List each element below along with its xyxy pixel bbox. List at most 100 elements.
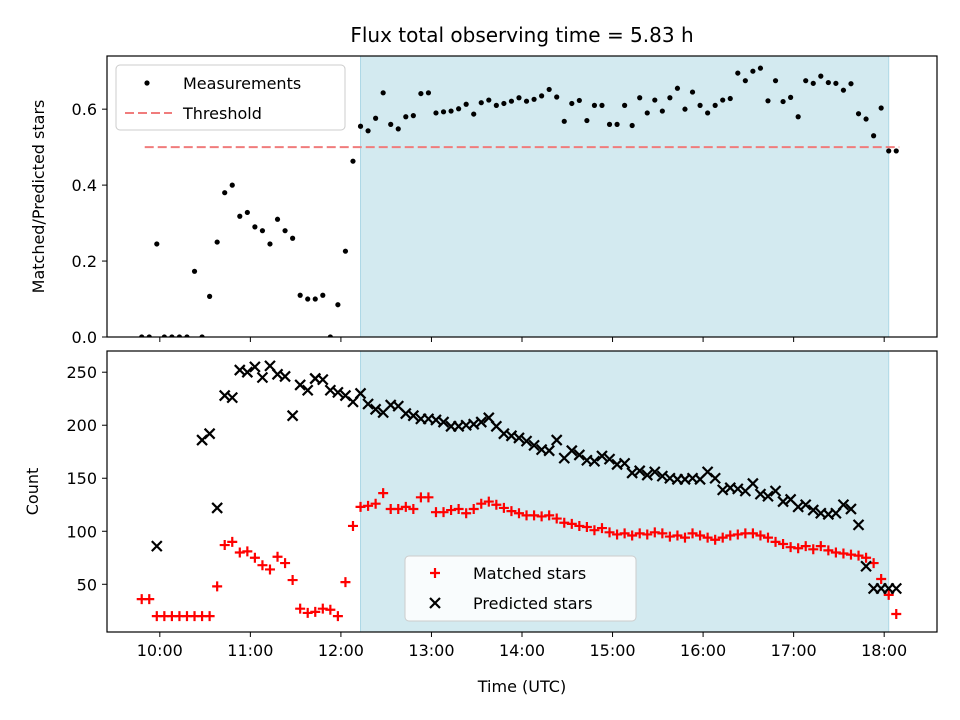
measurement-point bbox=[320, 292, 326, 298]
top-panel: 0.0 0.2 0.4 0.6 Matched/Predicted stars Measu… bbox=[29, 55, 938, 347]
predicted-stars-point bbox=[566, 444, 578, 457]
matched-stars-point bbox=[453, 503, 464, 514]
predicted-stars-point bbox=[528, 439, 540, 452]
measurement-point bbox=[629, 122, 635, 129]
measurement-point bbox=[237, 213, 243, 219]
series-matched-stars bbox=[136, 488, 902, 622]
measurement-point bbox=[395, 126, 401, 132]
matched-stars-point bbox=[619, 528, 630, 539]
x-tick-label: 12:00 bbox=[318, 641, 364, 660]
measurement-point bbox=[161, 334, 167, 337]
matched-stars-point bbox=[710, 534, 721, 545]
matched-stars-point bbox=[347, 520, 358, 531]
measurement-point bbox=[546, 86, 552, 93]
matched-stars-point bbox=[370, 498, 381, 509]
measurement-point bbox=[637, 95, 643, 101]
matched-stars-point bbox=[604, 527, 615, 538]
chart-title: Flux total observing time = 5.83 h bbox=[350, 23, 693, 47]
matched-stars-point bbox=[778, 538, 789, 549]
predicted-stars-point bbox=[618, 457, 631, 470]
measurement-point bbox=[169, 334, 175, 337]
measurement-point bbox=[403, 114, 409, 120]
measurement-point bbox=[569, 100, 575, 107]
legend: Matched stars Predicted stars bbox=[404, 555, 637, 622]
measurement-point bbox=[493, 102, 499, 108]
matched-stars-point bbox=[566, 518, 577, 529]
predicted-stars-point bbox=[550, 434, 563, 446]
x-tick-label: 14:00 bbox=[499, 641, 545, 660]
measurement-point bbox=[576, 97, 582, 104]
matched-stars-point bbox=[808, 544, 819, 555]
measurement-point bbox=[539, 93, 545, 99]
matched-stars-point bbox=[438, 507, 449, 518]
x-tick-label: 15:00 bbox=[589, 641, 635, 660]
matched-stars-point bbox=[883, 589, 894, 600]
measurement-point bbox=[297, 292, 303, 298]
measurement-point bbox=[305, 296, 311, 302]
measurement-point bbox=[818, 73, 824, 79]
predicted-stars-point bbox=[845, 503, 857, 515]
matched-stars-point bbox=[762, 532, 773, 543]
predicted-stars-point bbox=[301, 384, 314, 397]
legend-marker-measurements bbox=[144, 80, 150, 86]
predicted-stars-point bbox=[596, 450, 608, 462]
y-tick-label: 0.6 bbox=[72, 100, 97, 119]
measurement-point bbox=[606, 121, 613, 127]
matched-stars-point bbox=[491, 499, 502, 510]
matched-stars-point bbox=[272, 551, 283, 562]
matched-stars-point bbox=[755, 530, 766, 541]
measurement-point bbox=[614, 121, 620, 127]
measurement-point bbox=[591, 102, 598, 108]
matched-stars-point bbox=[596, 523, 607, 534]
matched-stars-point bbox=[461, 508, 472, 519]
measurement-point bbox=[139, 334, 145, 337]
matched-stars-point bbox=[340, 577, 351, 588]
matched-stars-point bbox=[378, 488, 389, 499]
predicted-stars-point bbox=[241, 366, 254, 378]
measurement-point bbox=[622, 102, 628, 108]
measurement-point bbox=[357, 123, 364, 129]
y-tick-label: 50 bbox=[77, 575, 97, 594]
measurement-point bbox=[388, 121, 394, 127]
x-tick-label: 10:00 bbox=[137, 641, 183, 660]
measurement-point bbox=[735, 70, 741, 76]
matched-stars-point bbox=[770, 536, 781, 547]
x-tick-label: 13:00 bbox=[408, 641, 454, 660]
matched-stars-point bbox=[589, 525, 600, 536]
measurement-point bbox=[425, 90, 432, 96]
matched-stars-point bbox=[257, 560, 268, 571]
measurement-point bbox=[478, 100, 484, 106]
matched-stars-point bbox=[581, 522, 592, 533]
x-tick-label: 17:00 bbox=[771, 641, 817, 660]
measurement-point bbox=[440, 109, 447, 115]
measurement-point bbox=[855, 111, 862, 117]
measurement-point bbox=[312, 296, 318, 302]
legend-label-threshold: Threshold bbox=[182, 104, 262, 123]
matched-stars-point bbox=[295, 603, 306, 614]
y-tick-label: 150 bbox=[66, 469, 97, 488]
measurement-point bbox=[191, 268, 198, 274]
measurement-point bbox=[508, 98, 515, 104]
matched-stars-point bbox=[287, 575, 298, 586]
measurement-point bbox=[448, 108, 454, 114]
measurement-point bbox=[659, 108, 665, 114]
measurement-point bbox=[871, 133, 877, 139]
predicted-stars-point bbox=[151, 540, 163, 552]
measurement-point bbox=[471, 111, 477, 117]
predicted-stars-point bbox=[211, 502, 223, 514]
x-tick-label: 18:00 bbox=[861, 641, 907, 660]
legend-box bbox=[115, 64, 346, 131]
measurement-point bbox=[878, 105, 884, 111]
measurement-point bbox=[463, 101, 469, 107]
measurement-point bbox=[267, 241, 273, 247]
predicted-stars-point bbox=[807, 504, 820, 516]
matched-stars-point bbox=[823, 545, 834, 556]
matched-stars-point bbox=[695, 530, 706, 541]
matched-stars-point bbox=[325, 604, 336, 615]
matched-stars-point bbox=[891, 608, 902, 619]
measurement-point bbox=[350, 158, 356, 164]
predicted-stars-point bbox=[603, 453, 616, 465]
measurement-point bbox=[674, 85, 681, 91]
predicted-stars-point bbox=[860, 560, 872, 573]
predicted-stars-point bbox=[286, 409, 299, 422]
